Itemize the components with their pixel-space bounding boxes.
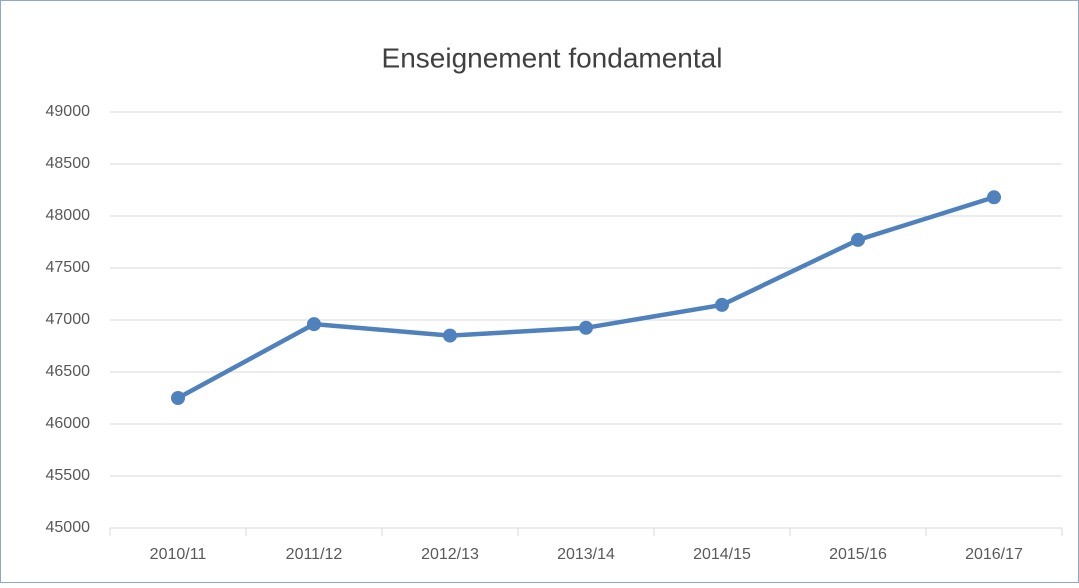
x-tick-label: 2011/12: [286, 546, 343, 563]
data-point: [851, 232, 865, 247]
y-tick-label: 49000: [46, 103, 91, 120]
y-tick-label: 46000: [46, 415, 91, 432]
chart-title: Enseignement fondamental: [382, 42, 723, 73]
data-point: [987, 190, 1001, 205]
data-point: [443, 328, 457, 343]
y-tick-label: 48000: [46, 207, 91, 224]
x-tick-label: 2016/17: [965, 546, 1023, 563]
y-tick-label: 45500: [46, 467, 91, 484]
x-tick-label: 2013/14: [557, 546, 615, 563]
x-tick-label: 2015/16: [829, 546, 887, 563]
x-tick-label: 2012/13: [421, 546, 479, 563]
x-tick-label: 2010/11: [150, 546, 207, 563]
y-tick-label: 45000: [46, 519, 91, 536]
data-point: [579, 320, 593, 335]
y-tick-label: 46500: [46, 363, 91, 380]
y-tick-label: 47000: [46, 311, 91, 328]
data-point: [715, 297, 729, 312]
data-point: [307, 317, 321, 332]
y-tick-label: 48500: [46, 155, 91, 172]
x-tick-label: 2014/15: [693, 546, 751, 563]
y-tick-label: 47500: [46, 259, 91, 276]
data-point: [171, 391, 185, 405]
